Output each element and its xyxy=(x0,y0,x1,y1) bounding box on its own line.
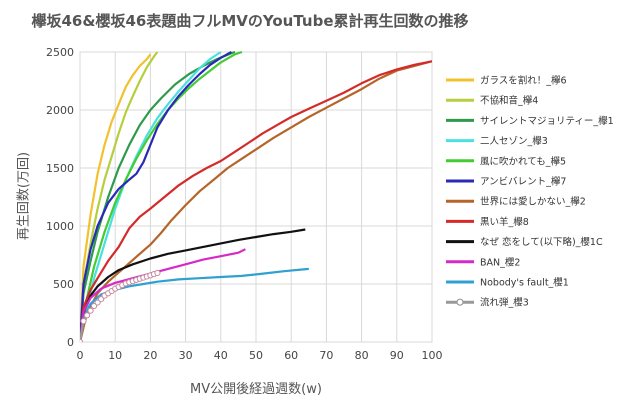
x-tick-label: 40 xyxy=(214,349,228,362)
series-line xyxy=(80,60,432,342)
x-tick-label: 30 xyxy=(179,349,193,362)
x-tick-label: 20 xyxy=(143,349,157,362)
series-line xyxy=(80,51,222,342)
series-line xyxy=(80,51,236,342)
x-tick-label: 70 xyxy=(319,349,333,362)
x-axis-label: MV公開後経過週数(w) xyxy=(190,382,322,397)
legend-label: 不協和音_欅4 xyxy=(480,95,538,107)
x-tick-label: 80 xyxy=(355,349,369,362)
legend-label: ガラスを割れ！_欅6 xyxy=(480,75,567,87)
legend-label: 流れ弾_櫻3 xyxy=(480,297,529,309)
x-tick-label: 90 xyxy=(390,349,404,362)
data-point xyxy=(154,269,161,277)
x-tick-label: 10 xyxy=(108,349,122,362)
data-point xyxy=(80,318,87,325)
series-line xyxy=(80,51,243,342)
legend-label: 世界には愛しかない_欅2 xyxy=(480,196,586,208)
y-tick-label: 0 xyxy=(67,336,74,349)
legend-label: サイレントマジョリティー_欅1 xyxy=(480,116,614,127)
series-line xyxy=(80,267,309,342)
data-point xyxy=(94,299,101,306)
legend-label: 風に吹かれても_欅5 xyxy=(480,155,566,167)
legend-label: アンビバレント_欅7 xyxy=(480,177,566,188)
x-tick-label: 100 xyxy=(422,349,443,362)
y-tick-label: 1500 xyxy=(46,162,74,175)
legend-label: BAN_櫻2 xyxy=(480,256,520,268)
data-point xyxy=(80,338,84,342)
data-point xyxy=(90,302,98,310)
series-line xyxy=(80,51,232,342)
legend-label: Nobody's fault_櫻1 xyxy=(480,277,569,289)
x-tick-label: 0 xyxy=(77,349,84,362)
axes: 0 10 20 30 40 50 60 70 80 90 100050010001500200025… xyxy=(46,46,443,362)
data-point xyxy=(87,307,94,314)
series-line xyxy=(80,51,159,342)
series-lines xyxy=(80,51,432,342)
legend-label: なぜ 恋をして(以下略)_櫻1C xyxy=(480,236,603,248)
chart-title: 欅坂46&櫻坂46表題曲フルMVのYouTube累計再生回数の推移 xyxy=(31,12,469,30)
y-tick-label: 2500 xyxy=(46,46,74,59)
series-line xyxy=(80,60,432,342)
y-tick-label: 1000 xyxy=(46,220,74,233)
x-tick-label: 60 xyxy=(284,349,298,362)
legend-label: 黒い羊_欅8 xyxy=(480,216,529,228)
legend-marker xyxy=(456,298,464,306)
series-line xyxy=(80,228,306,342)
x-tick-label: 50 xyxy=(249,349,263,362)
y-tick-label: 2000 xyxy=(46,104,74,117)
series-line xyxy=(80,53,152,342)
grid xyxy=(79,51,433,343)
y-tick-label: 500 xyxy=(53,278,74,291)
legend: ガラスを割れ！_欅6 不協和音_欅4 サイレントマジョリティー_欅1 二人セゾン_欅3… xyxy=(446,75,614,309)
data-point xyxy=(83,312,91,319)
legend-label: 二人セゾン_欅3 xyxy=(480,136,548,147)
data-point xyxy=(98,295,105,303)
